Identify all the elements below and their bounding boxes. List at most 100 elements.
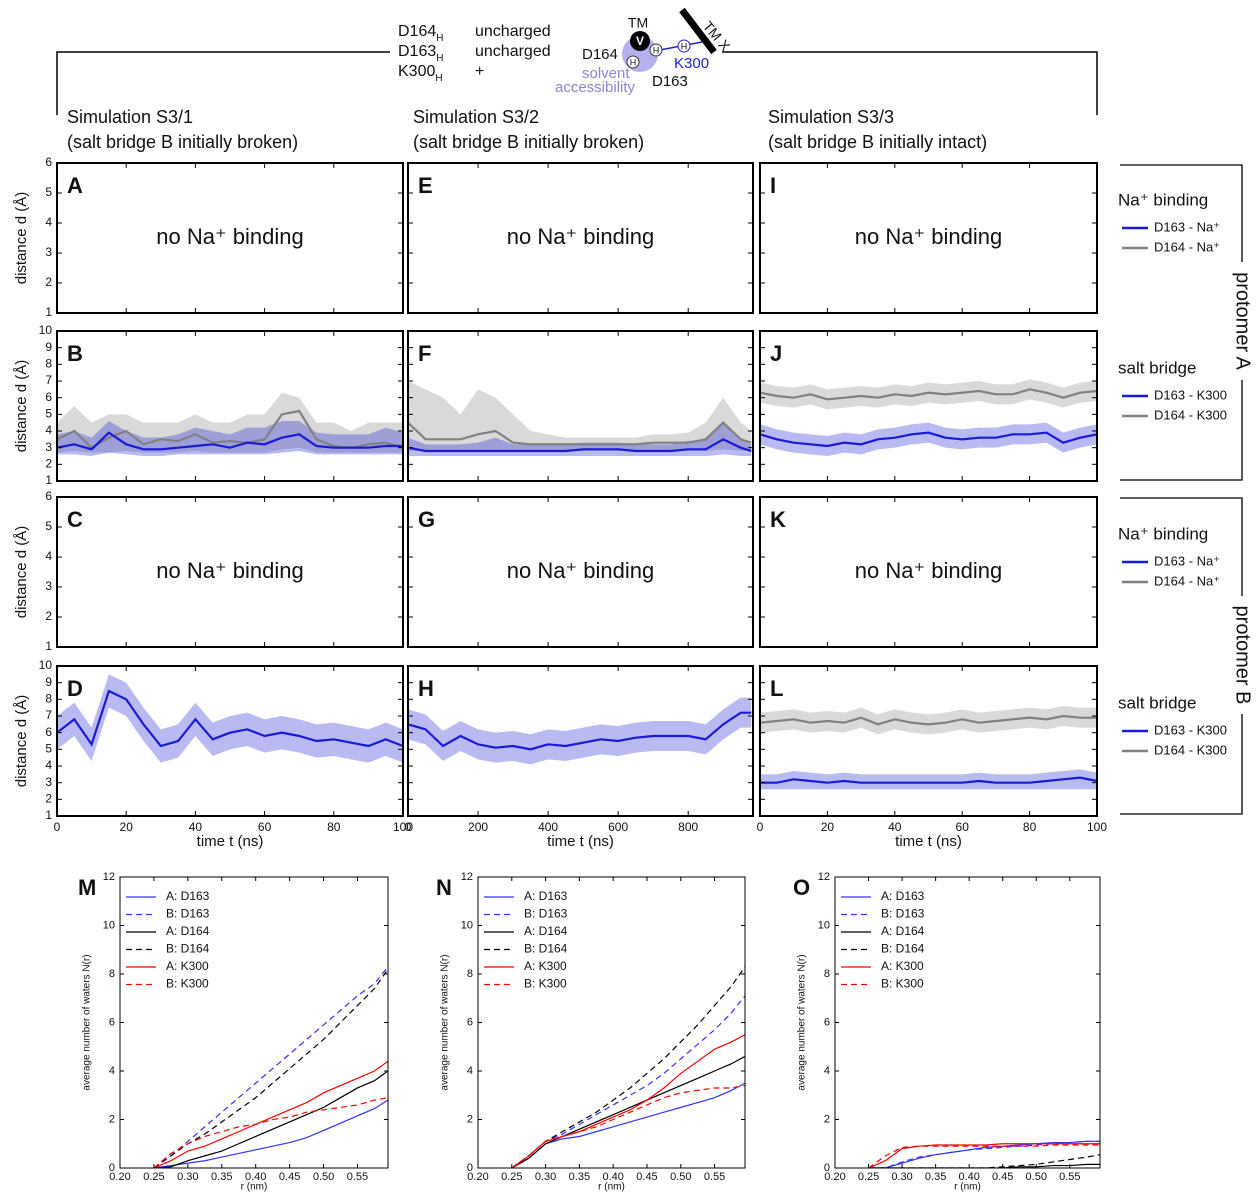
y-tick-label: 8 xyxy=(45,357,52,371)
panel: Ino Na⁺ binding xyxy=(759,162,1098,314)
y-axis-label: average number of waters N(r) xyxy=(797,954,808,1090)
legend-entry: A: K300 xyxy=(881,959,924,973)
y-axis-label: average number of waters N(r) xyxy=(82,954,93,1090)
x-tick-label: 0.30 xyxy=(177,1171,198,1183)
panel: 0 2 4 6 8 10 12 0.20 0.25 0.30 0.35 0.40 0.45 0.50 0.5… xyxy=(78,871,389,1193)
x-tick-label: 0.50 xyxy=(1026,1171,1047,1183)
x-tick-label: 80 xyxy=(327,820,341,834)
y-axis-label: distance d (Å) xyxy=(13,192,30,285)
series-line xyxy=(511,1034,745,1168)
y-tick-label: 1 xyxy=(45,808,52,822)
legend-entry: D164 - K300 xyxy=(1154,742,1227,757)
plot-frame xyxy=(56,496,404,648)
x-axis-label: time t (ns) xyxy=(547,833,614,850)
plot-frame xyxy=(119,876,389,1169)
schematic-label: H xyxy=(630,57,637,67)
y-tick-label: 2 xyxy=(45,792,52,806)
y-tick-label: 5 xyxy=(45,519,52,533)
legend-entry: A: D163 xyxy=(881,889,925,903)
legend-entry: B: K300 xyxy=(881,977,924,991)
panel-letter: K xyxy=(770,507,786,532)
x-tick-label: 60 xyxy=(258,820,272,834)
panel-letter: G xyxy=(418,507,435,532)
y-tick-label: 4 xyxy=(45,758,52,772)
column-subtitle: (salt bridge B initially broken) xyxy=(67,132,298,152)
y-tick-label: 2 xyxy=(467,1113,473,1125)
y-tick-label: 4 xyxy=(467,1065,473,1077)
x-tick-label: 0.55 xyxy=(347,1171,368,1183)
x-tick-label: 600 xyxy=(608,820,628,834)
panel: 0 2 4 6 8 10 12 0.20 0.25 0.30 0.35 0.40 0.45 0.50 0.5… xyxy=(436,871,746,1193)
panel: 0 2 4 6 8 10 12 0.20 0.25 0.30 0.35 0.40 0.45 0.50 0.5… xyxy=(793,871,1101,1193)
legend-entry: A: K300 xyxy=(524,959,567,973)
schematic-label: accessibility xyxy=(555,79,636,96)
range-band xyxy=(760,706,1097,735)
tm-helix xyxy=(679,7,717,55)
panel-letter: C xyxy=(67,507,83,532)
series-line xyxy=(868,1140,1100,1168)
y-tick-label: 2 xyxy=(45,609,52,623)
y-tick-label: 1 xyxy=(45,305,52,319)
panel-letter: N xyxy=(436,875,452,900)
legend-entry: B: D163 xyxy=(166,907,210,921)
plot-frame xyxy=(759,665,1098,817)
y-tick-label: 6 xyxy=(45,155,52,169)
legend-entry: B: K300 xyxy=(524,977,567,991)
plot-area xyxy=(868,1140,1100,1168)
x-tick-label: 0.55 xyxy=(1059,1171,1080,1183)
tm-residue xyxy=(630,31,650,51)
y-tick-label: 6 xyxy=(467,1016,473,1028)
range-band xyxy=(760,769,1097,790)
series-line xyxy=(153,1060,388,1168)
schematic-label: solvent xyxy=(582,65,630,82)
y-tick-label: 2 xyxy=(45,275,52,289)
y-tick-label: 6 xyxy=(45,725,52,739)
h-atom xyxy=(649,43,663,57)
x-tick-label: 20 xyxy=(821,820,835,834)
y-tick-label: 10 xyxy=(461,919,473,931)
bracket xyxy=(722,51,1098,115)
x-tick-label: 0 xyxy=(54,820,61,834)
x-tick-label: 40 xyxy=(888,820,902,834)
column-title: Simulation S3/2 xyxy=(413,107,539,127)
panel-letter: J xyxy=(770,341,782,366)
panel: J xyxy=(759,330,1098,482)
panel-letter: M xyxy=(78,875,96,900)
x-tick-label: 0.30 xyxy=(891,1171,912,1183)
legend-entry: A: D164 xyxy=(166,924,210,938)
x-tick-label: 0.25 xyxy=(143,1171,164,1183)
panel-letter: O xyxy=(793,875,810,900)
x-tick-label: 0.50 xyxy=(670,1171,691,1183)
annotation: no Na⁺ binding xyxy=(507,558,654,583)
x-tick-label: 400 xyxy=(538,820,558,834)
residue-sub: H xyxy=(435,73,442,84)
range-band xyxy=(57,674,403,763)
panel-letter: F xyxy=(418,341,431,366)
annotation: no Na⁺ binding xyxy=(156,224,303,249)
y-tick-label: 7 xyxy=(45,708,52,722)
y-tick-label: 3 xyxy=(45,245,52,259)
y-axis-label: distance d (Å) xyxy=(13,360,30,453)
series-line xyxy=(760,388,1097,401)
legend-title: Na⁺ binding xyxy=(1118,524,1208,543)
protomer-label: protomer B xyxy=(1232,606,1254,705)
plot-frame xyxy=(56,665,404,817)
y-tick-label: 0 xyxy=(109,1162,115,1174)
column-title: Simulation S3/1 xyxy=(67,107,193,127)
range-band xyxy=(760,379,1097,410)
plot-area xyxy=(760,706,1097,790)
legend-entry: A: D164 xyxy=(881,924,925,938)
panel-letter: E xyxy=(418,173,433,198)
x-axis-label: time t (ns) xyxy=(895,833,962,850)
schematic-label: D163 xyxy=(652,73,688,90)
label-gap xyxy=(1232,596,1252,714)
legend-entry: A: D163 xyxy=(166,889,210,903)
plot-frame xyxy=(407,330,754,482)
x-tick-label: 100 xyxy=(1087,820,1107,834)
plot-area xyxy=(511,966,745,1168)
residue-name: D163 xyxy=(398,43,436,60)
legend-entry: B: D164 xyxy=(881,942,925,956)
